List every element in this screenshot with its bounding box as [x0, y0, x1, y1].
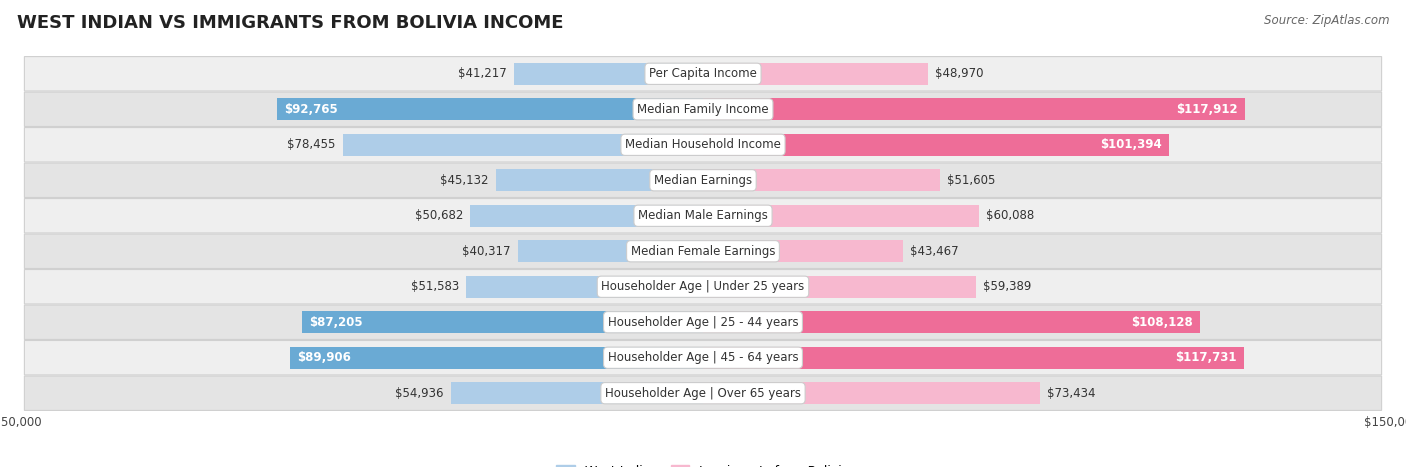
Bar	[302, 311, 703, 333]
Bar	[470, 205, 703, 227]
Text: WEST INDIAN VS IMMIGRANTS FROM BOLIVIA INCOME: WEST INDIAN VS IMMIGRANTS FROM BOLIVIA I…	[17, 14, 564, 32]
Text: $59,389: $59,389	[983, 280, 1031, 293]
Bar	[496, 169, 703, 191]
FancyBboxPatch shape	[24, 234, 1382, 269]
FancyBboxPatch shape	[24, 163, 1382, 198]
Bar	[517, 240, 703, 262]
FancyBboxPatch shape	[24, 340, 1382, 375]
Text: Per Capita Income: Per Capita Income	[650, 67, 756, 80]
Bar	[703, 347, 1244, 369]
Bar	[703, 63, 928, 85]
Text: $78,455: $78,455	[287, 138, 336, 151]
FancyBboxPatch shape	[24, 198, 1382, 233]
Text: $43,467: $43,467	[910, 245, 957, 258]
Bar	[513, 63, 703, 85]
Text: $108,128: $108,128	[1130, 316, 1192, 329]
Text: Source: ZipAtlas.com: Source: ZipAtlas.com	[1264, 14, 1389, 27]
Bar	[277, 98, 703, 120]
Text: Median Earnings: Median Earnings	[654, 174, 752, 187]
Text: Householder Age | 45 - 64 years: Householder Age | 45 - 64 years	[607, 351, 799, 364]
FancyBboxPatch shape	[24, 127, 1382, 162]
Text: $117,731: $117,731	[1175, 351, 1237, 364]
FancyBboxPatch shape	[24, 269, 1382, 304]
Text: Median Male Earnings: Median Male Earnings	[638, 209, 768, 222]
FancyBboxPatch shape	[24, 376, 1382, 410]
Text: Median Family Income: Median Family Income	[637, 103, 769, 116]
Text: $45,132: $45,132	[440, 174, 489, 187]
Text: $51,583: $51,583	[411, 280, 460, 293]
Text: $89,906: $89,906	[297, 351, 352, 364]
Text: $41,217: $41,217	[458, 67, 506, 80]
Bar	[290, 347, 703, 369]
Text: Householder Age | Under 25 years: Householder Age | Under 25 years	[602, 280, 804, 293]
Bar	[703, 169, 941, 191]
Text: Householder Age | Over 65 years: Householder Age | Over 65 years	[605, 387, 801, 400]
Text: $92,765: $92,765	[284, 103, 337, 116]
Bar	[703, 382, 1040, 404]
Text: $51,605: $51,605	[946, 174, 995, 187]
Text: $48,970: $48,970	[935, 67, 983, 80]
Text: Median Household Income: Median Household Income	[626, 138, 780, 151]
Text: $117,912: $117,912	[1175, 103, 1237, 116]
Text: Householder Age | 25 - 44 years: Householder Age | 25 - 44 years	[607, 316, 799, 329]
Text: $101,394: $101,394	[1099, 138, 1161, 151]
Bar	[451, 382, 703, 404]
FancyBboxPatch shape	[24, 305, 1382, 340]
Text: Median Female Earnings: Median Female Earnings	[631, 245, 775, 258]
Text: $73,434: $73,434	[1047, 387, 1095, 400]
Bar	[703, 98, 1244, 120]
Bar	[703, 134, 1168, 156]
Bar	[703, 311, 1199, 333]
FancyBboxPatch shape	[24, 57, 1382, 91]
Bar	[703, 276, 976, 298]
Text: $87,205: $87,205	[309, 316, 363, 329]
Text: $50,682: $50,682	[415, 209, 464, 222]
Text: $60,088: $60,088	[986, 209, 1035, 222]
Bar	[703, 205, 979, 227]
Text: $40,317: $40,317	[463, 245, 510, 258]
FancyBboxPatch shape	[24, 92, 1382, 127]
Bar	[465, 276, 703, 298]
Legend: West Indian, Immigrants from Bolivia: West Indian, Immigrants from Bolivia	[551, 460, 855, 467]
Bar	[703, 240, 903, 262]
Text: $54,936: $54,936	[395, 387, 444, 400]
Bar	[343, 134, 703, 156]
